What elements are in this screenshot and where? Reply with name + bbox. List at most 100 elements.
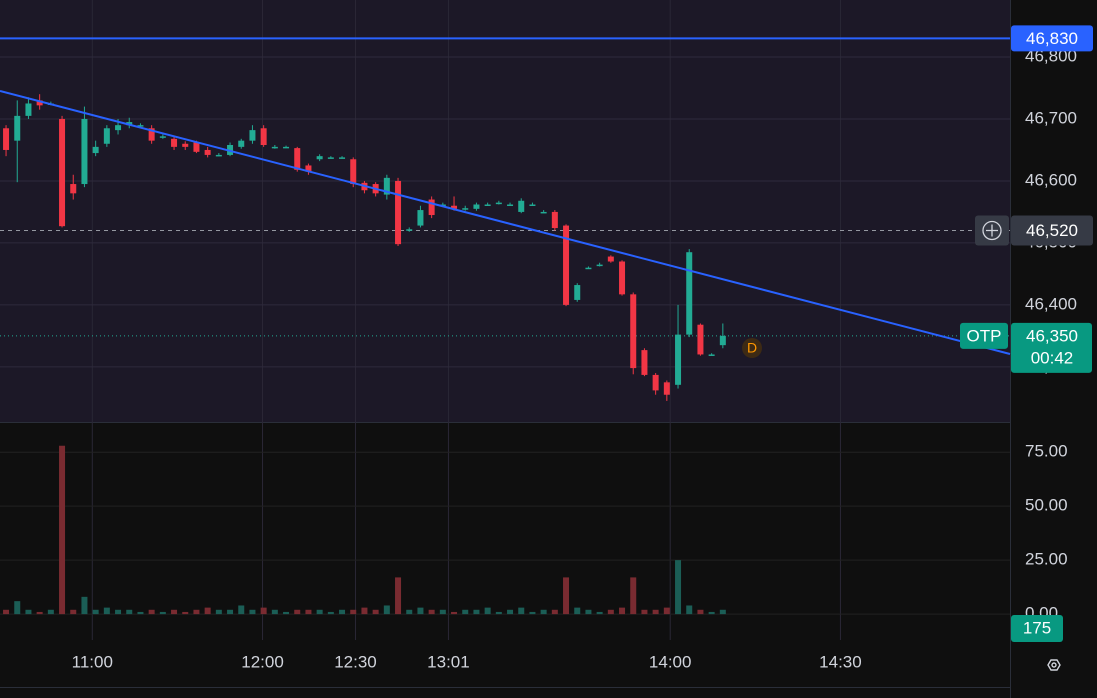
crosshair-label: 46,520 <box>1026 221 1078 240</box>
candle-body <box>305 165 312 172</box>
candle-body <box>697 324 704 355</box>
volume-bar <box>339 609 346 615</box>
candle-body <box>92 146 99 154</box>
candle-body <box>383 177 390 195</box>
candle-body <box>395 180 402 245</box>
crosshair-label-bg <box>1011 215 1093 246</box>
volume-bar <box>495 611 502 615</box>
volume-bar <box>47 609 54 615</box>
volume-bar <box>630 577 637 615</box>
candle-body <box>350 159 357 185</box>
candle-body <box>607 256 614 262</box>
volume-bar <box>294 609 301 615</box>
volume-bar <box>36 611 43 615</box>
candle-body <box>271 146 278 149</box>
volume-bar <box>619 607 626 615</box>
candle-body <box>451 205 458 209</box>
candle-body <box>316 156 323 160</box>
volume-bar <box>596 611 603 615</box>
candle-body <box>428 199 435 216</box>
candle-body <box>619 261 626 295</box>
candle-body <box>171 138 178 147</box>
candle-body <box>193 142 200 152</box>
volume-bar <box>451 611 458 615</box>
volume-bar <box>417 607 424 615</box>
candle-body <box>215 154 222 157</box>
volume-bar <box>439 609 446 615</box>
add-button-plus <box>986 224 998 237</box>
candle-body <box>585 267 592 270</box>
candle-body <box>103 128 110 144</box>
x-tick-label: 11:00 <box>72 652 113 671</box>
candle-body <box>70 184 77 194</box>
volume-tick-label: 50.00 <box>1025 496 1068 515</box>
candle-body <box>159 136 166 138</box>
x-tick-label: 14:30 <box>819 652 862 671</box>
volume-tick-label: 25.00 <box>1025 550 1068 569</box>
candle-body <box>25 103 32 116</box>
event-marker: D <box>747 340 757 356</box>
x-tick-label: 12:00 <box>241 652 284 671</box>
volume-bar <box>708 611 715 615</box>
volume-bar <box>607 609 614 615</box>
volume-bar <box>551 609 558 615</box>
volume-bar <box>159 611 166 615</box>
volume-bar <box>697 609 704 615</box>
candle-body <box>36 100 43 106</box>
volume-bar <box>70 609 77 615</box>
volume-bar <box>428 609 435 615</box>
volume-bar <box>350 609 357 615</box>
volume-bar <box>406 609 413 615</box>
volume-bar <box>238 605 245 615</box>
candle-body <box>148 128 155 141</box>
volume-bar <box>529 611 536 615</box>
symbol-label: OTP <box>967 326 1002 345</box>
candle-body <box>473 204 480 209</box>
volume-bar <box>227 609 234 615</box>
candle-body <box>417 210 424 226</box>
volume-bar <box>372 609 379 615</box>
volume-bar <box>327 611 334 615</box>
volume-bar <box>271 609 278 615</box>
volume-label: 175 <box>1023 618 1051 637</box>
volume-bar <box>215 609 222 615</box>
x-tick-label: 12:30 <box>334 652 377 671</box>
volume-bar <box>675 560 682 615</box>
volume-bar <box>395 577 402 615</box>
candle-body <box>294 148 301 170</box>
volume-bar <box>260 607 267 615</box>
candle-body <box>574 285 581 300</box>
price-pane <box>0 0 1010 422</box>
candle-body <box>719 335 726 346</box>
volume-bar <box>507 609 514 615</box>
volume-bar <box>81 596 88 615</box>
countdown-label: 00:42 <box>1031 348 1074 367</box>
volume-bar <box>92 609 99 615</box>
candle-body <box>495 202 502 205</box>
volume-bar <box>25 609 32 615</box>
y-tick-label: 46,600 <box>1025 170 1077 189</box>
candle-body <box>3 128 10 150</box>
candle-body <box>641 350 648 375</box>
volume-bar <box>126 609 133 615</box>
volume-bar <box>641 609 648 615</box>
volume-bar <box>182 611 189 615</box>
volume-bar <box>14 601 21 615</box>
candle-body <box>563 225 570 305</box>
candle-body <box>518 200 525 212</box>
candle-body <box>439 204 446 206</box>
volume-bar <box>652 609 659 615</box>
volume-bar <box>3 609 10 615</box>
candle-body <box>204 149 211 155</box>
volume-bar <box>719 609 726 615</box>
candle-body <box>675 334 682 385</box>
candle-body <box>81 118 88 185</box>
volume-bar <box>361 607 368 615</box>
volume-bar <box>103 607 110 615</box>
volume-bar <box>663 607 670 615</box>
candle-body <box>663 382 670 395</box>
last-price-label: 46,350 <box>1026 326 1078 345</box>
candle-body <box>339 157 346 159</box>
candle-body <box>14 115 21 141</box>
